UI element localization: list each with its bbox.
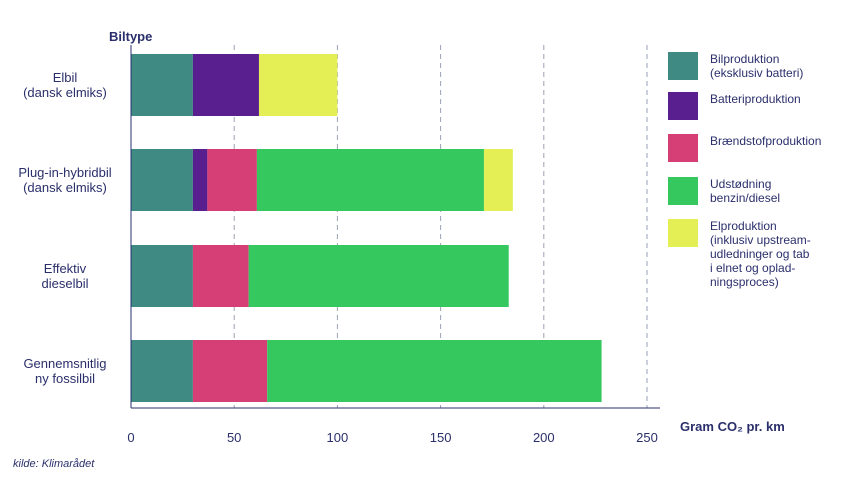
legend-item: Udstødning benzin/diesel	[668, 177, 830, 205]
x-tick-label: 0	[127, 430, 135, 445]
bar-segment	[192, 149, 208, 211]
x-tick-label: 100	[326, 430, 349, 445]
x-tick-label: 50	[226, 430, 242, 445]
bar-segment	[131, 340, 193, 402]
bar-segment	[131, 54, 193, 116]
legend-label: Bilproduktion (eksklusiv batteri)	[710, 52, 804, 80]
legend-item: Elproduktion (inklusiv upstream- udledni…	[668, 219, 830, 289]
category-label: Gennemsnitlig ny fossilbil	[23, 356, 107, 386]
bar-segment	[248, 245, 509, 307]
bars	[131, 54, 602, 402]
legend-label: Udstødning benzin/diesel	[710, 177, 781, 205]
category-label: Elbil (dansk elmiks)	[23, 70, 107, 100]
legend-item: Brændstofproduktion	[668, 134, 830, 162]
bar-segment	[483, 149, 513, 211]
bar-segment	[192, 54, 259, 116]
legend-swatch	[668, 219, 698, 247]
legend-item: Batteriproduktion	[668, 92, 830, 120]
legend-swatch	[668, 92, 698, 120]
gridlines	[233, 45, 648, 408]
x-tick-label: 250	[636, 430, 658, 445]
legend-label: Batteriproduktion	[710, 92, 801, 106]
bar-segment	[267, 340, 602, 402]
legend-swatch	[668, 134, 698, 162]
bar-segment	[131, 245, 193, 307]
category-label: Effektiv dieselbil	[41, 261, 89, 291]
legend-label: Brændstofproduktion	[710, 134, 822, 148]
x-axis-title: Gram CO₂ pr. km	[680, 419, 785, 434]
bar-segment	[131, 149, 193, 211]
category-label: Plug-in-hybridbil (dansk elmiks)	[18, 165, 112, 195]
bar-segment	[192, 245, 249, 307]
x-tick-label: 150	[429, 430, 452, 445]
source-note: kilde: Klimarådet	[13, 458, 95, 470]
legend-swatch	[668, 52, 698, 80]
bar-segment	[207, 149, 257, 211]
y-axis-title: Biltype	[109, 29, 153, 44]
legend-swatch	[668, 177, 698, 205]
legend-label: Elproduktion (inklusiv upstream- udledni…	[710, 219, 811, 289]
bar-segment	[192, 340, 268, 402]
bar-segment	[256, 149, 484, 211]
bar-segment	[258, 54, 338, 116]
x-tick-label: 200	[532, 430, 555, 445]
legend-item: Bilproduktion (eksklusiv batteri)	[668, 52, 830, 80]
